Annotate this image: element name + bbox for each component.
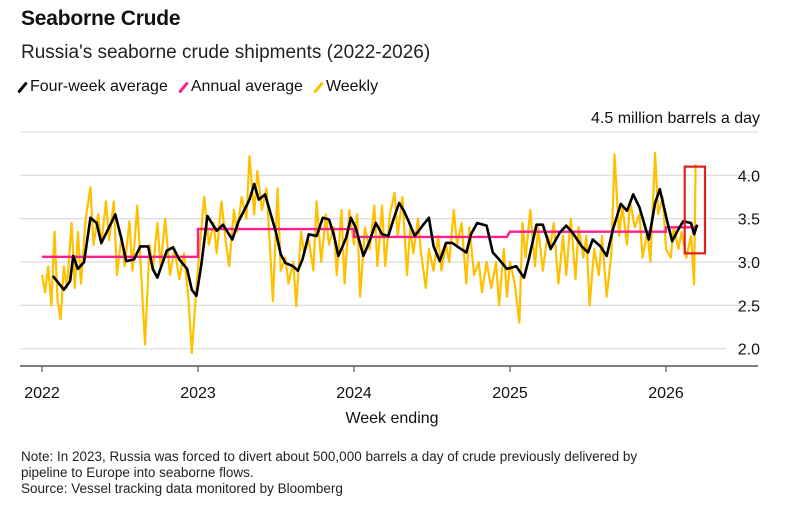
y-tick-label: 2.5 (738, 298, 760, 315)
legend-item-annual: Annual average (178, 78, 303, 96)
weekly-series-line (40, 151, 697, 355)
legend-label: Four-week average (30, 78, 168, 95)
legend-item-weekly: Weekly (313, 78, 379, 96)
legend: Four-week average Annual average Weekly (17, 78, 379, 96)
chart-plot: 4.5 million barrels a day Week ending 2.… (20, 110, 760, 427)
chart-subtitle: Russia's seaborne crude shipments (2022-… (21, 42, 431, 63)
note-line: Note: In 2023, Russia was forced to dive… (21, 449, 638, 464)
x-tick-label: 2026 (648, 385, 684, 402)
legend-label: Weekly (325, 78, 379, 95)
annual-average-line (42, 226, 698, 258)
source-line: Source: Vessel tracking data monitored b… (21, 481, 343, 496)
x-tick-label: 2025 (492, 385, 528, 402)
y-tick-label: 4.0 (738, 168, 760, 185)
x-tick-label: 2023 (180, 385, 216, 402)
x-tick-label: 2024 (336, 385, 372, 402)
footnote: Note: In 2023, Russia was forced to dive… (21, 449, 781, 497)
x-tick-label: 2022 (24, 385, 60, 402)
four-week-average-line (51, 182, 699, 298)
y-tick-label: 3.5 (738, 212, 760, 229)
y-axis-unit-label: 4.5 million barrels a day (591, 110, 760, 127)
y-tick-label: 2.0 (738, 342, 760, 359)
x-axis-title: Week ending (345, 410, 438, 427)
y-tick-label: 3.0 (738, 255, 760, 272)
legend-item-four-week: Four-week average (17, 78, 168, 96)
highlight-box (683, 165, 707, 255)
chart-title: Seaborne Crude (21, 7, 181, 30)
legend-label: Annual average (190, 78, 303, 95)
note-line: pipeline to Europe into seaborne flows. (21, 465, 254, 480)
